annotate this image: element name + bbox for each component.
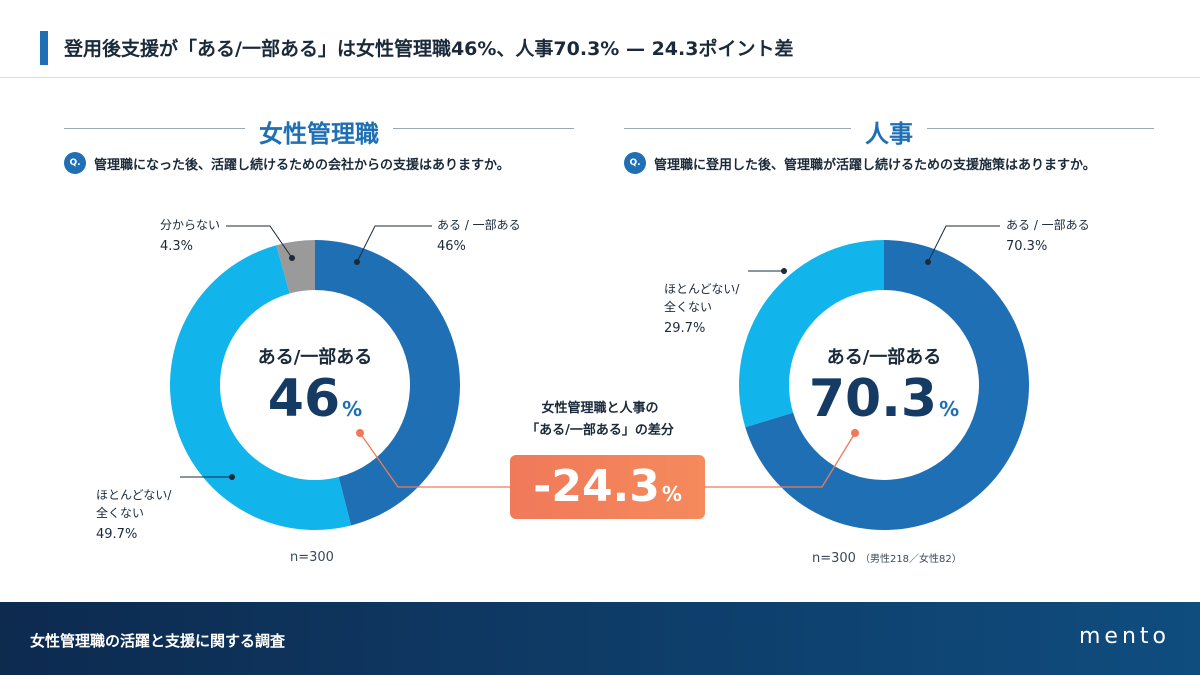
donut-slice-0 — [315, 240, 461, 526]
question-row: Q. 管理職に登用した後、管理職が活躍し続けるための支援施策はありますか。 — [624, 152, 1096, 178]
center-caption: ある/一部ある — [257, 347, 373, 368]
header-accent-bar — [40, 31, 48, 65]
leader-left-unknown-dot — [289, 255, 295, 261]
center-unit: % — [342, 397, 363, 421]
callout-right-no: ほとんどない/ 全くない 29.7% — [664, 262, 739, 356]
question-row: Q. 管理職になった後、活躍し続けるための会社からの支援はありますか。 — [64, 152, 510, 178]
donut-slice-2 — [276, 240, 315, 294]
leader-left-unknown — [226, 225, 293, 259]
callout-category: ほとんどない/ 全くない — [664, 282, 740, 314]
leader-right-yes — [927, 225, 1000, 263]
callout-value: 4.3% — [160, 239, 194, 254]
callout-value: 70.3% — [1006, 239, 1048, 254]
sample-size-left: n=300 — [290, 550, 334, 565]
donut-slice-1 — [169, 245, 352, 531]
sample-size: n=300 — [812, 551, 856, 566]
question-text: 管理職に登用した後、管理職が活躍し続けるための支援施策はありますか。 — [654, 157, 1096, 173]
center-value: 70.3 — [808, 369, 938, 429]
panel-heading: 女性管理職 — [64, 114, 574, 148]
page-header: 登用後支援が「ある/一部ある」は女性管理職46%、人事70.3% — 24.3ポ… — [0, 0, 1200, 78]
connector-left-dot — [356, 429, 364, 437]
panel-title: 人事 — [851, 120, 927, 148]
callout-leader-lines — [180, 225, 1000, 480]
difference-unit: % — [661, 482, 682, 506]
page-footer: 女性管理職の活躍と支援に関する調査 mento — [0, 602, 1200, 675]
footer-title: 女性管理職の活躍と支援に関する調査 — [30, 632, 286, 650]
callout-left-unknown: 分からない 4.3% — [160, 216, 220, 256]
leader-left-yes-dot — [354, 259, 360, 265]
connector-left — [359, 432, 510, 488]
center-unit: % — [939, 397, 960, 421]
panel-female-managers: 女性管理職 Q. 管理職になった後、活躍し続けるための会社からの支援はありますか。 — [40, 100, 600, 580]
donut-female-managers — [169, 240, 461, 531]
donut-slice-0 — [745, 240, 1029, 530]
callout-value: 46% — [437, 239, 466, 254]
callout-value: 29.7% — [664, 321, 706, 336]
difference-value: -24.3 — [533, 461, 660, 512]
difference-caption-line2: 「ある/一部ある」の差分 — [526, 423, 674, 438]
callout-category: ほとんどない/ 全くない — [96, 488, 172, 520]
callout-right-yes: ある / 一部ある 70.3% — [1006, 216, 1090, 256]
connector-right-dot — [851, 429, 859, 437]
page-title: 登用後支援が「ある/一部ある」は女性管理職46%、人事70.3% — 24.3ポ… — [64, 38, 794, 60]
leader-left-yes — [356, 225, 432, 263]
leader-left-no-dot — [229, 474, 235, 480]
question-text: 管理職になった後、活躍し続けるための会社からの支援はありますか。 — [94, 157, 510, 173]
difference-connector-lines — [356, 429, 859, 488]
callout-left-yes: ある / 一部ある 46% — [437, 216, 521, 256]
question-badge-icon: Q. — [624, 152, 646, 174]
donut-hr — [738, 240, 1029, 530]
callout-category: ある / 一部ある — [437, 218, 521, 232]
center-label-left: ある/一部ある 46% — [215, 343, 415, 439]
callout-left-no: ほとんどない/ 全くない 49.7% — [96, 468, 171, 562]
leader-right-no-dot — [781, 268, 787, 274]
connector-right — [705, 432, 856, 488]
question-badge-icon: Q. — [64, 152, 86, 174]
sample-size-right: n=300 （男性218／女性82） — [812, 550, 962, 566]
callout-category: ある / 一部ある — [1006, 218, 1090, 232]
donut-slice-1 — [738, 240, 884, 428]
center-label-right: ある/一部ある 70.3% — [784, 343, 984, 439]
mento-logo: mento — [1079, 624, 1170, 649]
callout-category: 分からない — [160, 218, 221, 232]
center-value: 46 — [267, 369, 341, 429]
panel-title: 女性管理職 — [245, 120, 393, 148]
callout-value: 49.7% — [96, 527, 138, 542]
center-caption: ある/一部ある — [826, 347, 942, 368]
panel-heading: 人事 — [624, 114, 1154, 148]
panel-hr: 人事 Q. 管理職に登用した後、管理職が活躍し続けるための支援施策はありますか。 — [600, 100, 1160, 580]
difference-badge: -24.3% — [510, 455, 705, 519]
difference-caption-line1: 女性管理職と人事の — [541, 401, 659, 416]
leader-right-yes-dot — [925, 259, 931, 265]
difference-caption: 女性管理職と人事の 「ある/一部ある」の差分 — [500, 398, 700, 442]
sample-size-note: （男性218／女性82） — [859, 554, 962, 565]
